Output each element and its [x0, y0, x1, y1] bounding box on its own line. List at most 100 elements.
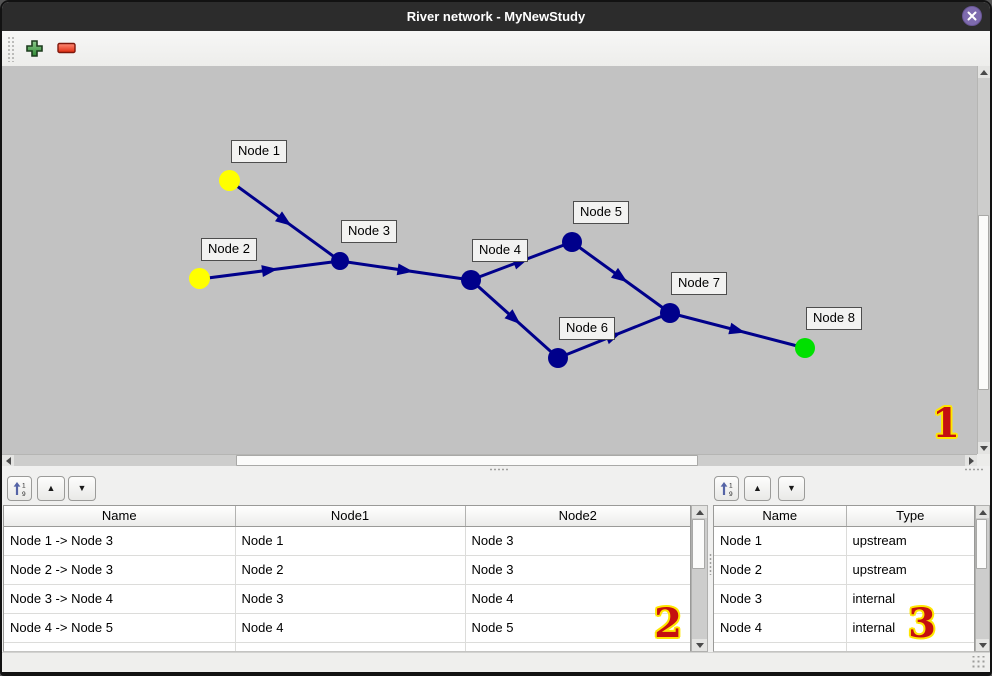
nodes-move-up-button[interactable]: ▲ [744, 476, 771, 501]
sort-ascending-icon: 1 9 [720, 481, 733, 497]
annotation-marker-2: 2 [654, 600, 682, 647]
node-circle-node-5[interactable] [562, 232, 582, 252]
table-row[interactable]: Node 2 upstream [714, 555, 974, 585]
column-header-type[interactable]: Type [846, 506, 974, 527]
scroll-left-button[interactable] [2, 455, 14, 466]
scroll-down-button[interactable] [692, 639, 707, 651]
up-triangle-icon: ▲ [46, 483, 56, 493]
cell-node1: Node 2 [235, 555, 466, 585]
node-label-node-3[interactable]: Node 3 [341, 220, 397, 243]
nodes-table-scrollbar[interactable] [975, 505, 990, 652]
scroll-up-button[interactable] [692, 506, 707, 518]
node-label-node-2[interactable]: Node 2 [201, 238, 257, 261]
splitter-handle-dots [964, 468, 984, 471]
sort-ascending-icon: 1 9 [13, 481, 26, 497]
close-icon [967, 11, 977, 21]
cell-node1: Node 3 [235, 584, 466, 614]
scrollbar-corner [977, 454, 990, 466]
node-label-node-4[interactable]: Node 4 [472, 239, 528, 262]
right-arrow-icon [968, 456, 974, 465]
column-header-node2[interactable]: Node2 [465, 506, 690, 527]
node-circle-node-8[interactable] [795, 338, 815, 358]
links-move-up-button[interactable]: ▲ [37, 476, 65, 501]
cell-node-type: internal [846, 584, 974, 614]
horizontal-splitter[interactable] [2, 466, 990, 472]
table-row[interactable]: Node 2 -> Node 3 Node 2 Node 3 [4, 555, 690, 585]
cell-link-name: Node 1 -> Node 3 [4, 526, 236, 556]
node-circle-node-1[interactable] [219, 170, 240, 191]
cell-node2: Node 5 [465, 613, 690, 643]
river-network-canvas[interactable]: Node 1 Node 2 Node 3 Node 4 Node 5 Node … [2, 66, 977, 454]
down-triangle-icon: ▼ [77, 483, 87, 493]
vertical-scroll-thumb[interactable] [978, 215, 989, 390]
table-row[interactable] [4, 642, 690, 651]
diagram-horizontal-scrollbar[interactable] [2, 454, 977, 466]
title-bar[interactable]: River network - MyNewStudy [2, 2, 990, 31]
vertical-scroll-thumb[interactable] [692, 519, 705, 569]
cell-link-name: Node 3 -> Node 4 [4, 584, 236, 614]
node-label-node-7[interactable]: Node 7 [671, 272, 727, 295]
node-circle-node-4[interactable] [461, 270, 481, 290]
scroll-up-button[interactable] [978, 66, 990, 78]
plus-icon [25, 39, 43, 57]
splitter-handle-dots [489, 468, 509, 471]
links-move-down-button[interactable]: ▼ [68, 476, 96, 501]
links-table-header-row: Name Node1 Node2 [4, 506, 690, 527]
cell-node1: Node 1 [235, 526, 466, 556]
vertical-scroll-track[interactable] [692, 518, 707, 639]
annotation-marker-1: 1 [932, 400, 960, 447]
node-circle-node-2[interactable] [189, 268, 210, 289]
table-row[interactable]: Node 3 -> Node 4 Node 3 Node 4 [4, 584, 690, 614]
node-circle-node-6[interactable] [548, 348, 568, 368]
table-row[interactable]: Node 1 upstream [714, 526, 974, 556]
up-arrow-icon [695, 509, 704, 515]
diagram-vertical-scrollbar[interactable] [977, 66, 990, 454]
scroll-down-button[interactable] [976, 639, 989, 651]
status-bar [2, 652, 990, 672]
node-label-node-6[interactable]: Node 6 [559, 317, 615, 340]
node-label-node-8[interactable]: Node 8 [806, 307, 862, 330]
remove-link-button[interactable] [53, 35, 79, 61]
scroll-up-button[interactable] [976, 506, 989, 518]
links-table-scrollbar[interactable] [691, 505, 708, 652]
add-link-button[interactable] [21, 35, 47, 61]
toolbar-drag-handle[interactable] [7, 36, 15, 62]
table-row[interactable]: Node 4 -> Node 5 Node 4 Node 5 [4, 613, 690, 643]
links-sort-button[interactable]: 1 9 [7, 476, 32, 501]
svg-text:9: 9 [729, 491, 733, 497]
resize-grip[interactable] [971, 656, 986, 669]
horizontal-scroll-thumb[interactable] [236, 455, 698, 466]
vertical-scroll-track[interactable] [976, 518, 989, 639]
nodes-move-down-button[interactable]: ▼ [778, 476, 805, 501]
svg-text:9: 9 [22, 491, 26, 497]
table-row[interactable]: Node 1 -> Node 3 Node 1 Node 3 [4, 526, 690, 556]
down-arrow-icon [980, 445, 988, 451]
splitter-handle-dots [709, 553, 712, 575]
cell-node-name: Node 4 [714, 613, 847, 643]
cell-link-name: Node 2 -> Node 3 [4, 555, 236, 585]
nodes-sort-button[interactable]: 1 9 [714, 476, 739, 501]
scroll-down-button[interactable] [978, 442, 990, 454]
up-triangle-icon: ▲ [753, 483, 762, 493]
up-arrow-icon [980, 69, 988, 75]
column-header-name[interactable]: Name [714, 506, 847, 527]
node-circle-node-3[interactable] [331, 252, 349, 270]
down-triangle-icon: ▼ [787, 483, 796, 493]
table-row[interactable]: Node 3 internal [714, 584, 974, 614]
table-row[interactable]: Node 4 internal [714, 613, 974, 643]
vertical-scroll-thumb[interactable] [976, 519, 987, 569]
vertical-splitter[interactable] [708, 505, 713, 652]
close-button[interactable] [962, 6, 982, 26]
node-circle-node-7[interactable] [660, 303, 680, 323]
node-label-node-1[interactable]: Node 1 [231, 140, 287, 163]
node-label-node-5[interactable]: Node 5 [573, 201, 629, 224]
column-header-node1[interactable]: Node1 [235, 506, 466, 527]
main-toolbar [2, 31, 990, 67]
scroll-right-button[interactable] [965, 455, 977, 466]
cell-node2: Node 4 [465, 584, 690, 614]
horizontal-scroll-track[interactable] [14, 455, 965, 466]
vertical-scroll-track[interactable] [978, 78, 990, 442]
table-row[interactable] [714, 642, 974, 651]
column-header-name[interactable]: Name [4, 506, 236, 527]
